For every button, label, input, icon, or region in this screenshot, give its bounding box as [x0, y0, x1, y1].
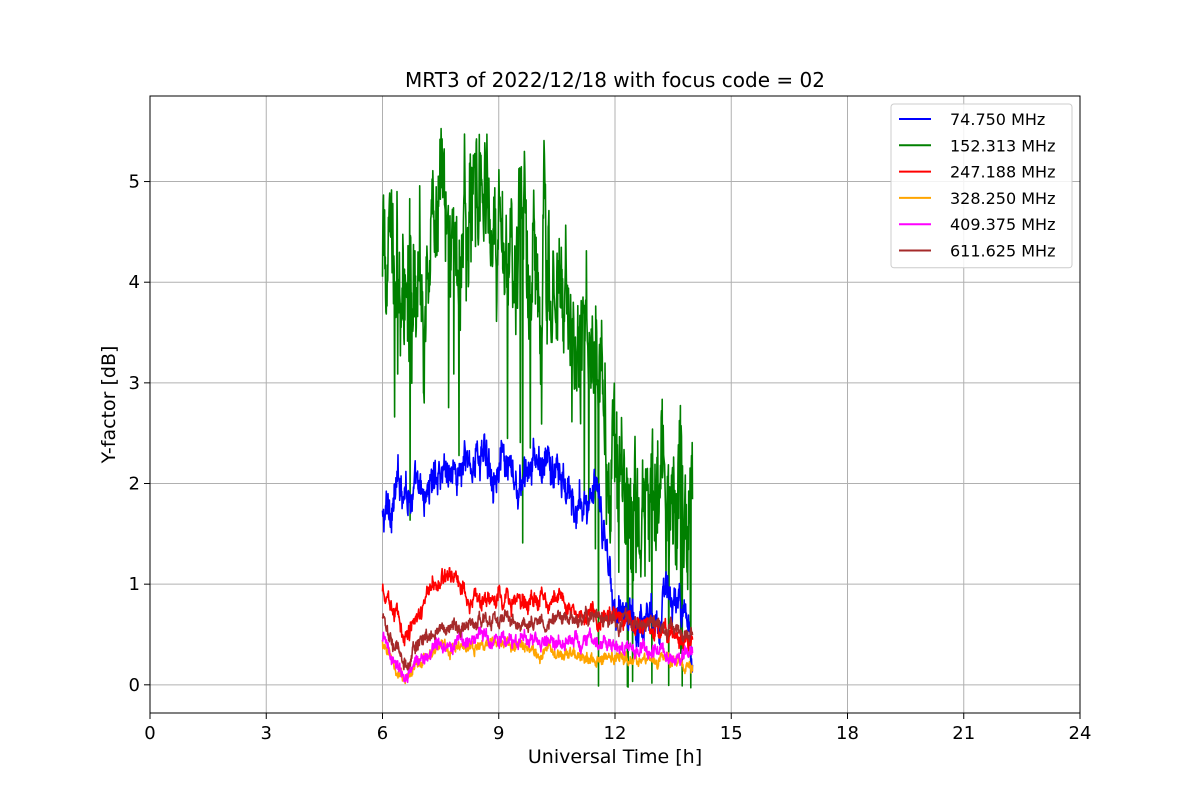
chart-title: MRT3 of 2022/12/18 with focus code = 02: [405, 68, 825, 92]
x-tick-label: 0: [144, 723, 155, 744]
legend-entry-label: 409.375 MHz: [950, 215, 1055, 234]
y-axis-label: Y-factor [dB]: [98, 346, 120, 465]
y-tick-label: 5: [129, 172, 140, 193]
y-tick-label: 1: [129, 574, 140, 595]
y-tick-label: 3: [129, 373, 140, 394]
legend-entry-label: 74.750 MHz: [950, 110, 1045, 129]
x-tick-label: 3: [261, 723, 272, 744]
legend: 74.750 MHz 152.313 MHz 247.188 MHz 328.250 …: [890, 103, 1073, 269]
series-line-152-313-mhz: [381, 127, 694, 689]
legend-entry-label: 247.188 MHz: [950, 163, 1055, 182]
y-tick-label: 0: [129, 675, 140, 696]
x-tick-label: 6: [377, 723, 388, 744]
series-line-328-250-mhz: [381, 635, 694, 685]
y-tick-label: 4: [129, 272, 140, 293]
y-tick-label: 2: [129, 474, 140, 495]
x-tick-label: 15: [720, 723, 743, 744]
legend-entry-label: 152.313 MHz: [950, 136, 1055, 155]
series-line-611-625-mhz: [381, 605, 694, 671]
legend-entry-label: 611.625 MHz: [950, 242, 1055, 261]
series-line-247-188-mhz: [381, 566, 694, 652]
legend-box: [890, 103, 1073, 269]
x-tick-label: 18: [836, 723, 859, 744]
x-axis-label: Universal Time [h]: [528, 746, 702, 768]
x-tick-label: 9: [493, 723, 504, 744]
x-tick-label: 24: [1069, 723, 1092, 744]
series-line-74-750-mhz: [381, 433, 694, 673]
series-line-409-375-mhz: [381, 626, 694, 684]
x-tick-label: 12: [604, 723, 627, 744]
series-layer: [381, 127, 694, 689]
x-tick-label: 21: [952, 723, 975, 744]
legend-entry-label: 328.250 MHz: [950, 189, 1055, 208]
